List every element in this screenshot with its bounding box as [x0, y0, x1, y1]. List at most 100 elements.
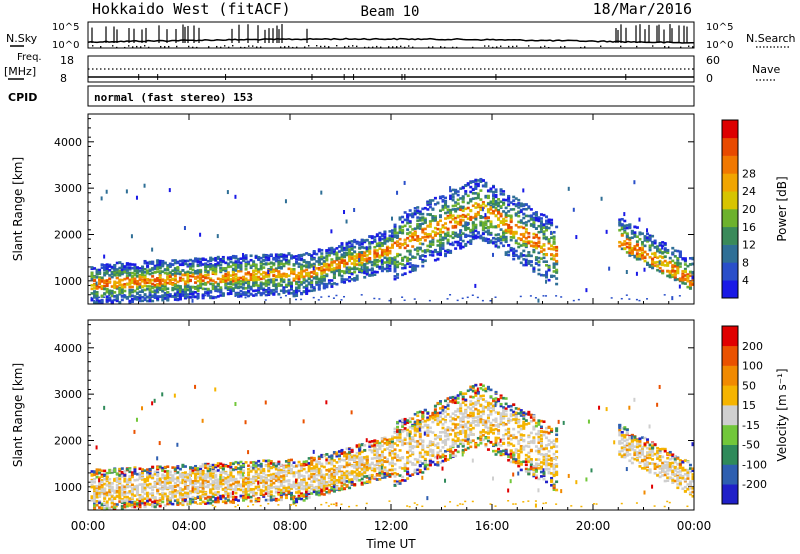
colorbar-segment: [722, 444, 738, 465]
scatter-cell: [403, 242, 407, 246]
scatter-cell: [290, 270, 293, 274]
scatter-cell: [186, 272, 190, 276]
scatter-cell: [166, 480, 170, 483]
scatter-cell: [436, 223, 440, 226]
scatter-cell: [103, 474, 107, 478]
scatter-cell: [105, 295, 109, 299]
scatter-cell: [396, 190, 399, 195]
scatter-cell: [252, 275, 256, 279]
scatter-cell: [370, 273, 374, 276]
scatter-cell: [625, 269, 628, 274]
scatter-cell: [494, 199, 498, 203]
scatter-cell: [474, 178, 478, 182]
scatter-cell: [231, 263, 235, 267]
scatter-cell: [90, 284, 94, 287]
scatter-cell: [176, 280, 180, 284]
scatter-cell: [317, 266, 321, 270]
scatter-cell: [199, 498, 203, 501]
scatter-cell: [572, 299, 575, 302]
scatter-cell: [156, 503, 160, 506]
scatter-cell: [171, 492, 175, 495]
scatter-cell: [168, 271, 172, 274]
scatter-cell: [93, 485, 97, 489]
scatter-cell: [421, 258, 425, 262]
scatter-cell: [363, 270, 367, 274]
scatter-cell: [176, 483, 180, 487]
scatter-cell: [618, 244, 622, 248]
scatter-cell: [332, 250, 336, 253]
scatter-cell: [262, 259, 266, 262]
colorbar-segment: [722, 120, 738, 139]
nsearch-point: [196, 46, 198, 49]
scatter-cell: [348, 245, 352, 248]
scatter-cell: [209, 477, 213, 481]
scatter-cell: [522, 226, 526, 230]
scatter-cell: [623, 219, 627, 223]
scatter-cell: [494, 243, 498, 247]
scatter-cell: [128, 293, 132, 296]
scatter-cell: [484, 230, 488, 234]
scatter-cell: [444, 236, 448, 240]
scatter-cell: [194, 287, 198, 290]
scatter-cell: [133, 269, 137, 273]
scatter-cell: [330, 229, 333, 234]
scatter-cell: [247, 262, 251, 266]
scatter-cell: [158, 286, 162, 290]
scatter-cell: [330, 261, 334, 264]
scatter-cell: [161, 278, 165, 282]
scatter-cell: [239, 280, 243, 283]
scatter-cell: [499, 238, 503, 242]
scatter-cell: [423, 232, 427, 236]
scatter-cell: [133, 279, 137, 282]
scatter-cell: [168, 496, 172, 500]
scatter-cell: [128, 299, 132, 303]
scatter-cell: [532, 248, 536, 252]
scatter-cell: [519, 233, 523, 236]
scatter-cell: [532, 224, 536, 227]
scatter-cell: [189, 472, 192, 475]
scatter-cell: [545, 222, 549, 225]
scatter-cell: [552, 240, 556, 243]
scatter-cell: [189, 503, 191, 505]
scatter-cell: [504, 237, 508, 241]
scatter-cell: [216, 262, 220, 265]
scatter-cell: [398, 216, 402, 220]
scatter-cell: [668, 256, 672, 260]
scatter-cell: [284, 290, 288, 293]
nsearch-point: [512, 45, 514, 48]
scatter-cell: [146, 471, 150, 474]
scatter-cell: [146, 296, 149, 298]
scatter-cell: [315, 283, 319, 286]
scatter-cell: [438, 242, 442, 246]
scatter-cell: [312, 266, 315, 271]
scatter-cell: [290, 281, 293, 285]
scatter-cell: [683, 277, 687, 281]
scatter-cell: [196, 279, 200, 283]
scatter-cell: [196, 295, 200, 299]
scatter-cell: [360, 238, 364, 242]
scatter-cell: [153, 481, 157, 485]
scatter-cell: [542, 234, 546, 237]
scatter-cell: [141, 278, 145, 281]
scatter-cell: [618, 240, 622, 244]
scatter-cell: [234, 291, 238, 295]
scatter-cell: [284, 283, 288, 287]
scatter-cell: [156, 478, 160, 482]
scatter-cell: [151, 294, 155, 298]
scatter-cell: [421, 222, 425, 225]
scatter-cell: [539, 225, 543, 228]
scatter-cell: [663, 242, 667, 245]
scatter-cell: [403, 264, 407, 267]
scatter-cell: [173, 470, 177, 473]
scatter-cell: [108, 277, 112, 281]
scatter-cell: [388, 250, 392, 253]
scatter-cell: [401, 273, 405, 277]
scatter-cell: [211, 269, 215, 273]
scatter-cell: [148, 474, 152, 478]
scatter-cell: [474, 226, 478, 229]
scatter-cell: [206, 265, 210, 268]
scatter-cell: [461, 224, 465, 228]
nsearch-point: [192, 46, 194, 49]
scatter-cell: [204, 497, 208, 500]
scatter-cell: [325, 257, 329, 260]
